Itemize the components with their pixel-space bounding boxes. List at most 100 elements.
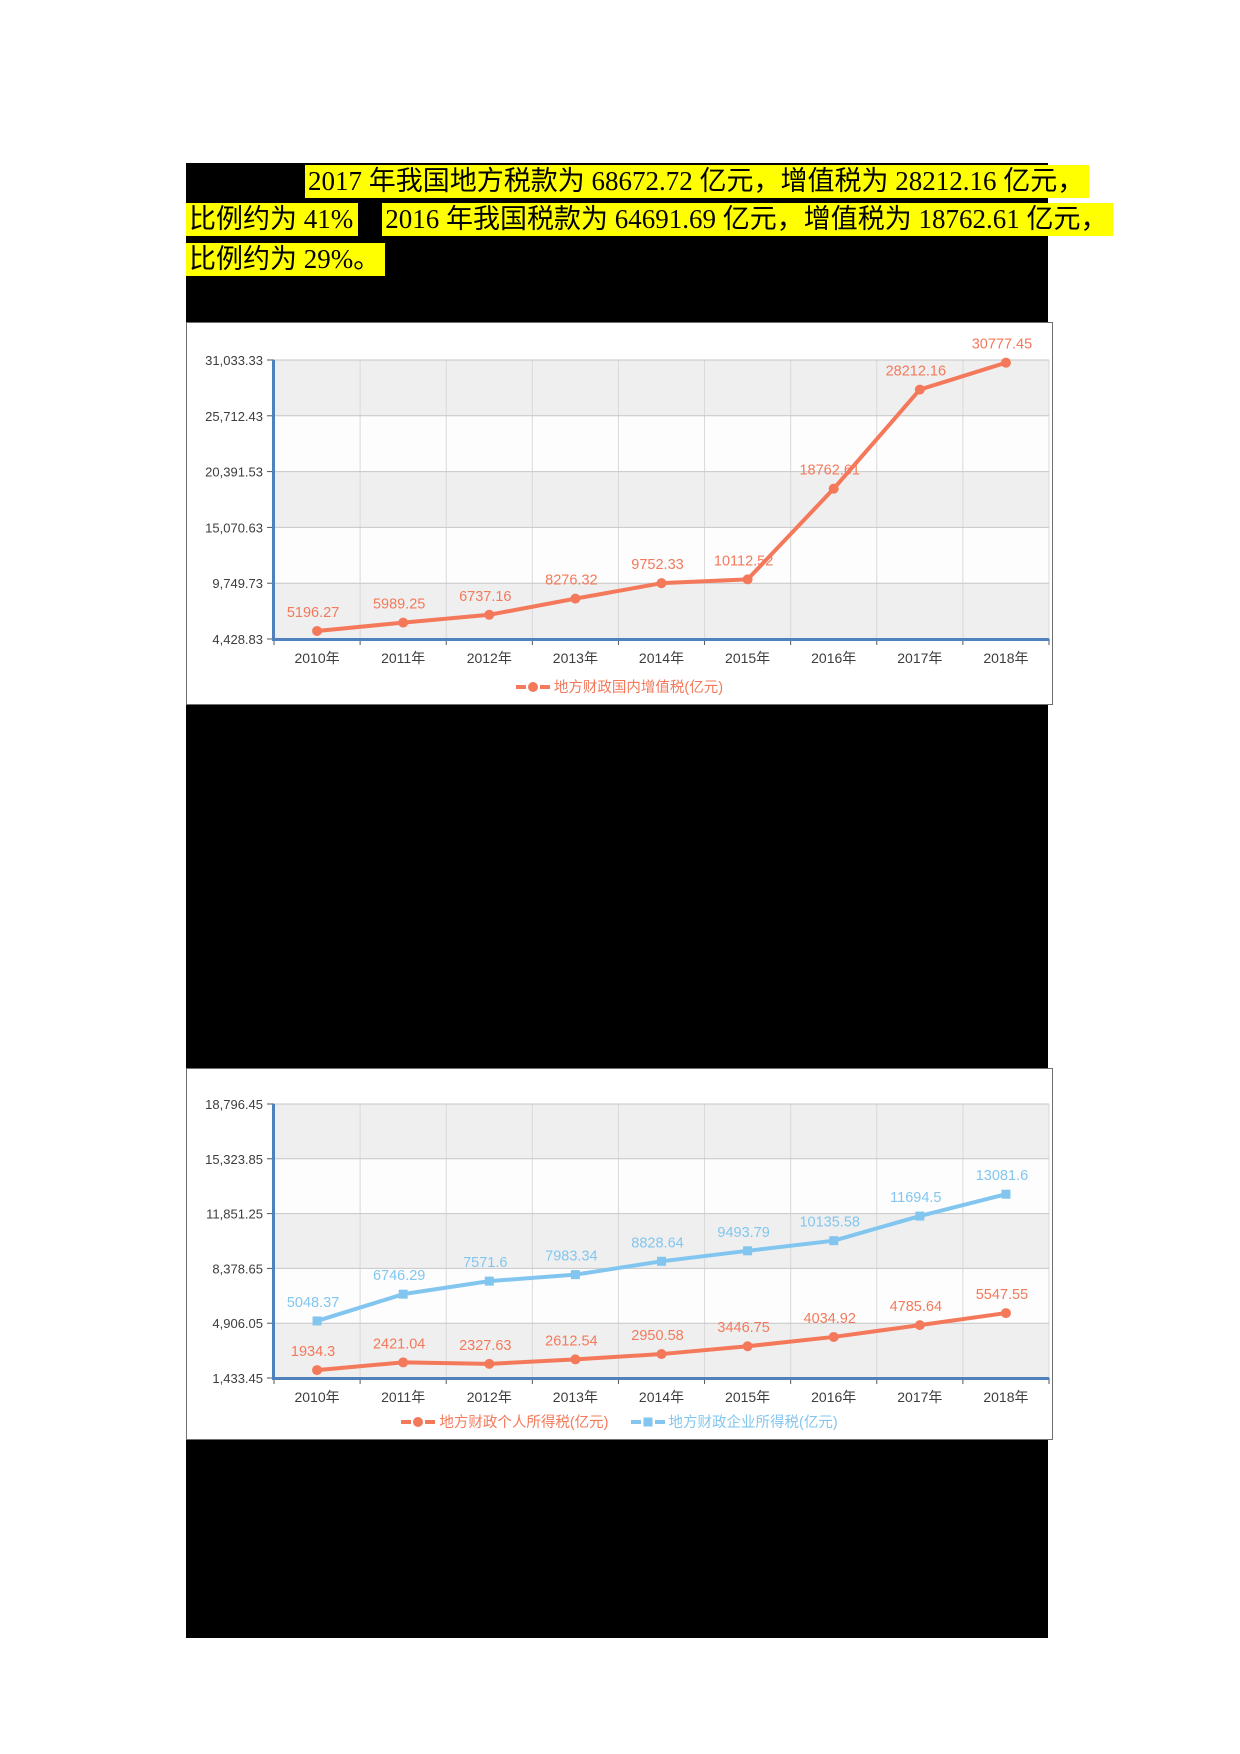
legend-label: 地方财政个人所得税(亿元): [439, 1415, 609, 1431]
data-point-marker: [742, 1341, 753, 1352]
data-point-marker: [1000, 357, 1011, 368]
legend-circle-marker-icon: [515, 681, 550, 692]
y-axis-line: [272, 1104, 275, 1378]
x-axis-labels: 2010年 2011年 2012年 2013年 2014年 2015年 2016年 2017年…: [273, 1378, 1050, 1405]
highlighted-text: 2016 年我国税款为 64691.69 亿元，增值税为 18762.61 亿元…: [382, 203, 1113, 236]
y-axis-tick-label: 1,433.45: [212, 1371, 263, 1386]
y-axis-tick-label: 4,428.83: [212, 632, 263, 647]
x-axis-tick-label: 2010年: [294, 650, 339, 666]
data-point-label: 1934.3: [291, 1344, 335, 1360]
redacted-block-bottom: [186, 1440, 1048, 1638]
vertical-gridlines: [359, 1104, 1050, 1378]
paragraph-line-2: 比例约为 41% 2016 年我国税款为 64691.69 亿元，增值税为 187…: [186, 202, 1113, 236]
vertical-gridlines: [359, 360, 1050, 639]
data-point-marker: [656, 1349, 667, 1360]
x-axis-line: [272, 1377, 1049, 1380]
data-point-label: 2950.58: [631, 1328, 683, 1344]
y-axis-tick-label: 20,391.53: [205, 465, 263, 480]
data-point-label: 6746.29: [373, 1268, 425, 1284]
legend-item: 地方财政个人所得税(亿元): [401, 1411, 609, 1432]
data-point-marker: [312, 1316, 322, 1326]
data-point-marker: [1000, 1308, 1011, 1319]
data-point-marker: [570, 593, 581, 604]
data-point-marker: [570, 1270, 580, 1280]
data-point-marker: [312, 1365, 323, 1376]
legend-item: 地方财政国内增值税(亿元): [515, 676, 724, 697]
data-point-marker: [828, 1331, 839, 1342]
x-axis-tick-label: 2012年: [467, 1389, 512, 1405]
vat-line-chart-panel: 4,428.83 9,749.73 15,070.63 20,391.53 25,712…: [186, 322, 1053, 705]
x-axis-tick-label: 2010年: [294, 1389, 339, 1405]
data-point-marker: [1001, 1189, 1011, 1199]
data-point-label: 7571.6: [463, 1255, 507, 1271]
legend-item: 地方财政企业所得税(亿元): [630, 1411, 838, 1432]
x-axis-tick-label: 2013年: [553, 1389, 598, 1405]
data-point-label: 8828.64: [631, 1235, 683, 1251]
chart-legend: 地方财政个人所得税(亿元) 地方财政企业所得税(亿元): [187, 1411, 1052, 1432]
data-point-marker: [656, 578, 667, 589]
series-0: 1934.3 2421.04 2327.63 2612.54 2950.58 3446.7…: [291, 1287, 1028, 1376]
y-axis-tick-label: 25,712.43: [205, 409, 263, 424]
data-point-label: 5547.55: [976, 1287, 1028, 1303]
data-point-label: 4034.92: [804, 1311, 856, 1327]
series-1: 5048.37 6746.29 7571.6 7983.34 8828.64 9493.7…: [287, 1168, 1028, 1326]
data-point-label: 9752.33: [631, 557, 683, 573]
highlighted-text: 比例约为 41%: [186, 203, 359, 236]
y-axis-tick-label: 31,033.33: [205, 353, 263, 368]
redacted-block-middle: [186, 705, 1048, 1068]
y-axis-tick-label: 4,906.05: [212, 1316, 263, 1331]
data-point-marker: [829, 1236, 839, 1246]
data-point-marker: [743, 1246, 753, 1256]
legend-circle-marker-icon: [401, 1416, 436, 1427]
highlighted-text: 比例约为 29%。: [186, 243, 386, 276]
x-axis-tick-label: 2014年: [639, 1389, 684, 1405]
data-point-label: 10135.58: [799, 1215, 859, 1231]
x-axis-tick-label: 2014年: [639, 650, 684, 666]
data-point-label: 2327.63: [459, 1338, 511, 1354]
data-point-marker: [657, 1256, 666, 1266]
y-axis-tick-label: 18,796.45: [205, 1097, 263, 1112]
axes: [272, 360, 1049, 641]
legend-square-marker-icon: [630, 1417, 665, 1426]
data-point-label: 10112.52: [714, 553, 773, 569]
data-point-marker: [398, 617, 409, 628]
x-axis-tick-label: 2015年: [725, 1389, 770, 1405]
data-point-marker: [828, 483, 839, 494]
x-axis-tick-label: 2011年: [381, 650, 425, 666]
data-point-marker: [484, 609, 495, 620]
data-point-label: 3446.75: [717, 1320, 769, 1336]
data-point-label: 2421.04: [373, 1336, 425, 1352]
data-point-label: 6737.16: [459, 589, 511, 605]
data-point-label: 5196.27: [287, 605, 339, 621]
x-axis-line: [272, 638, 1049, 641]
data-point-marker: [398, 1357, 409, 1368]
data-point-marker: [914, 384, 925, 395]
legend-label: 地方财政企业所得税(亿元): [668, 1415, 838, 1431]
vat-line-chart-svg: 4,428.83 9,749.73 15,070.63 20,391.53 25,712…: [205, 337, 1050, 666]
data-point-marker: [570, 1354, 581, 1365]
data-point-label: 11694.5: [890, 1190, 941, 1206]
data-point-marker: [484, 1276, 494, 1286]
data-point-label: 7983.34: [545, 1249, 597, 1265]
y-axis-tick-label: 15,070.63: [205, 520, 263, 535]
series-0: 5196.27 5989.25 6737.16 8276.32 9752.33 10112…: [287, 337, 1032, 636]
legend-label: 地方财政国内增值税(亿元): [553, 680, 724, 696]
x-axis-tick-label: 2013年: [553, 650, 598, 666]
chart-legend: 地方财政国内增值税(亿元): [187, 676, 1052, 697]
data-point-label: 5989.25: [373, 597, 425, 613]
x-axis-tick-label: 2018年: [983, 650, 1028, 666]
data-point-label: 9493.79: [717, 1225, 769, 1241]
x-axis-tick-label: 2017年: [897, 1389, 942, 1405]
x-axis-tick-label: 2011年: [381, 1389, 425, 1405]
data-point-label: 4785.64: [890, 1299, 942, 1315]
data-point-label: 28212.16: [886, 364, 946, 380]
y-axis-line: [272, 360, 275, 639]
data-point-marker: [915, 1211, 925, 1221]
data-point-label: 30777.45: [972, 337, 1032, 353]
highlighted-text: 2017 年我国地方税款为 68672.72 亿元，增值税为 28212.16 …: [305, 165, 1090, 198]
data-point-label: 13081.6: [976, 1168, 1028, 1184]
x-axis-tick-label: 2016年: [811, 650, 856, 666]
paragraph-line-1: 2017 年我国地方税款为 68672.72 亿元，增值税为 28212.16 …: [305, 164, 1090, 198]
paragraph-line-3: 比例约为 29%。: [186, 242, 386, 276]
